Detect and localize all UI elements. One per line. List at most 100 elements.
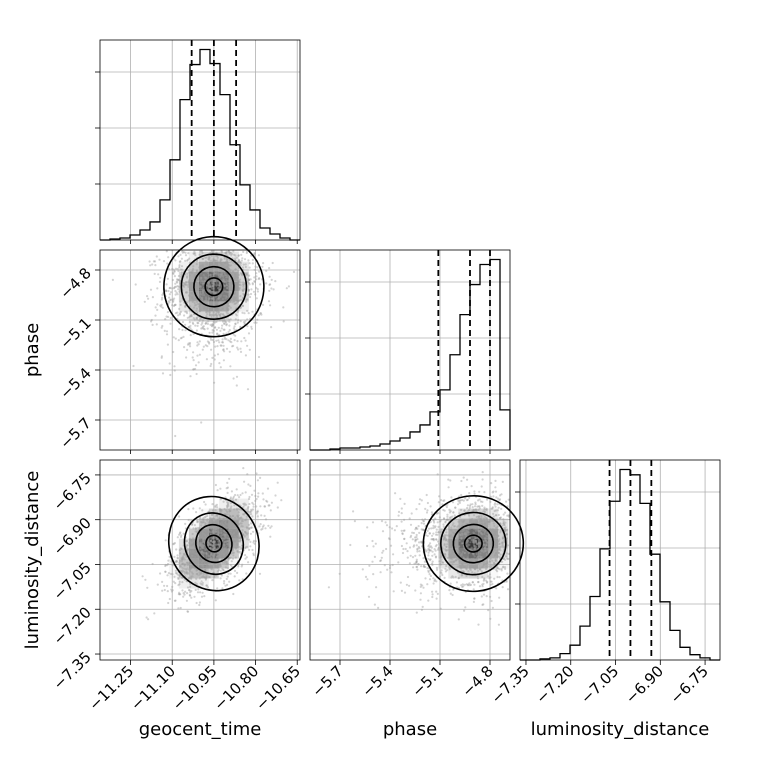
scatter-point [207,255,210,258]
scatter-point [450,556,453,559]
scatter-point [197,286,200,289]
scatter-point [448,553,451,556]
scatter-point [435,528,438,531]
scatter-point [191,283,194,286]
scatter-point [230,264,233,267]
scatter-point [202,257,205,260]
scatter-point [201,581,204,585]
scatter-point [211,284,215,288]
scatter-point [379,571,382,574]
scatter-point [422,564,425,567]
scatter-point [229,572,232,575]
scatter-point [472,541,475,544]
scatter-point [430,538,433,541]
scatter-point [234,334,237,337]
scatter-point [431,538,434,541]
scatter-point [229,289,232,292]
scatter-point [201,564,204,568]
scatter-point [458,501,461,504]
scatter-point [228,301,232,304]
scatter-point [224,280,227,284]
scatter-point [223,280,226,283]
scatter-point [251,262,254,265]
scatter-point [245,251,248,255]
scatter-point [497,551,501,555]
scatter-point [247,312,250,315]
scatter-point [196,572,199,576]
scatter-point [207,541,210,545]
scatter-point [195,372,198,376]
scatter-point [187,568,190,571]
scatter-point [463,509,466,512]
scatter-point [218,261,221,264]
scatter-point [219,530,222,533]
scatter-point [222,568,225,572]
scatter-point [209,517,212,520]
scatter-point [217,521,220,524]
scatter-point [242,283,245,286]
scatter-point [217,531,221,534]
scatter-point [449,555,452,558]
scatter-point [181,328,184,332]
scatter-point [165,283,168,286]
scatter-point [146,586,149,589]
scatter-point [204,299,208,302]
scatter-point [494,490,498,493]
scatter-point [418,541,421,544]
scatter-point [185,281,188,284]
scatter-point [448,589,451,592]
scatter-point [204,530,207,533]
scatter-point [227,282,231,285]
scatter-point [447,540,450,543]
scatter-point [211,251,214,254]
scatter-point [487,536,490,539]
scatter-point [485,543,488,547]
scatter-point [216,566,219,569]
scatter-point [476,556,479,560]
scatter-point [203,540,206,543]
scatter-point [247,259,250,262]
scatter-point [223,532,226,535]
scatter-point [237,309,240,312]
scatter-point [195,269,199,272]
scatter-point [217,274,220,277]
scatter-point [204,277,207,280]
scatter-point [182,562,185,565]
scatter-point [184,522,187,526]
scatter-point [241,311,244,314]
scatter-point [223,547,226,550]
scatter-point [202,521,205,524]
scatter-point [203,294,206,297]
scatter-point [222,332,225,335]
scatter-point [415,544,418,547]
x-tick-label-phase: −5.7 [308,662,346,700]
scatter-point [244,546,247,549]
scatter-point [218,516,221,519]
scatter-point [245,556,248,559]
scatter-point [481,575,484,579]
scatter-point [188,563,191,567]
scatter-point [169,572,173,576]
scatter-point [180,275,183,278]
scatter-point [237,519,240,522]
scatter-point [168,301,171,304]
scatter-point [198,577,201,580]
scatter-point [177,339,180,342]
density-cell [218,518,229,529]
scatter-point [210,254,213,257]
scatter-point [473,544,476,547]
density-cell [238,508,249,519]
scatter-point [481,500,484,503]
scatter-point [172,542,175,545]
scatter-point [488,518,491,522]
scatter-point [193,304,197,307]
scatter-point [239,284,242,287]
scatter-point [473,492,476,495]
scatter-point [437,511,440,515]
scatter-point [207,510,210,513]
scatter-point [227,547,230,551]
scatter-point [218,284,221,287]
scatter-point [202,265,205,268]
scatter-point [227,540,230,543]
scatter-point [466,556,469,559]
